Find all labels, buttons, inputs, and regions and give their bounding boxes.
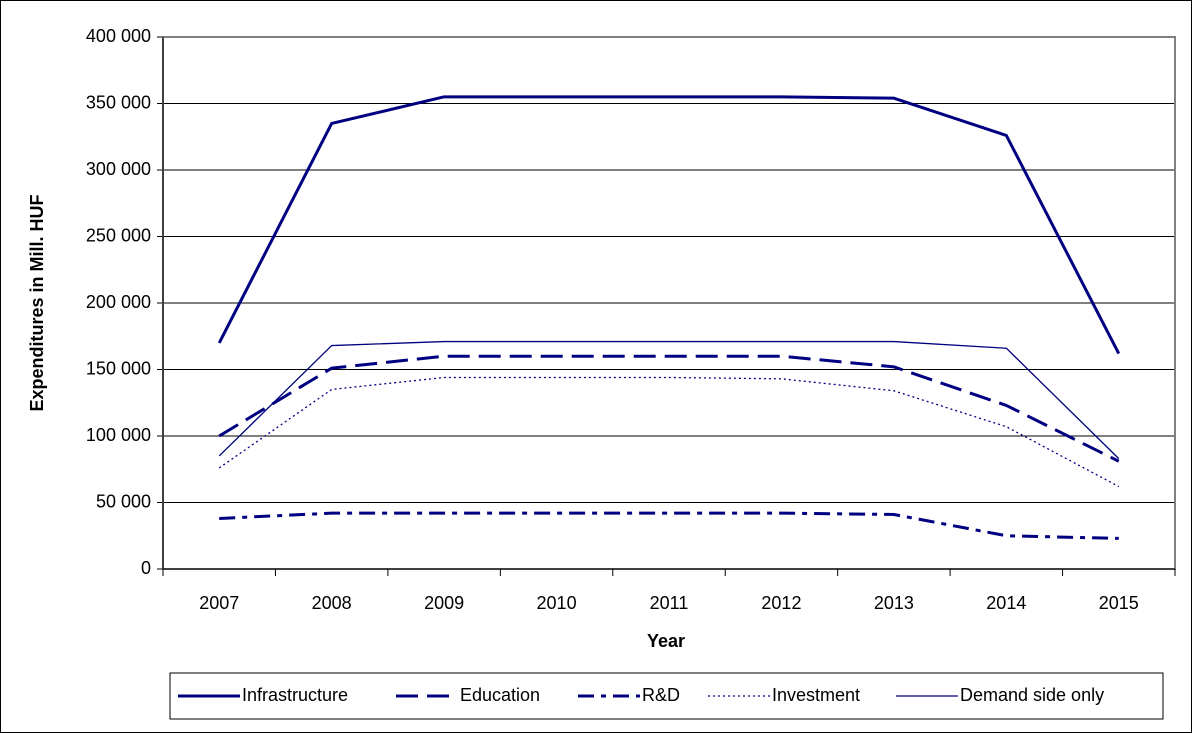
y-tick-label: 400 000 bbox=[86, 26, 151, 46]
legend-label: Education bbox=[460, 685, 540, 705]
legend-box bbox=[169, 672, 1164, 720]
x-tick-label: 2015 bbox=[1099, 593, 1139, 613]
y-axis-title: Expenditures in Mill. HUF bbox=[27, 194, 47, 411]
x-tick-label: 2011 bbox=[650, 593, 689, 613]
x-axis-title: Year bbox=[647, 631, 685, 651]
x-tick-label: 2012 bbox=[761, 593, 801, 613]
y-tick-label: 350 000 bbox=[86, 92, 151, 112]
legend-label: Demand side only bbox=[960, 685, 1104, 705]
legend-label: R&D bbox=[642, 685, 680, 705]
y-tick-label: 100 000 bbox=[86, 425, 151, 445]
series-line bbox=[218, 354, 1120, 463]
y-tick-label: 50 000 bbox=[96, 491, 151, 511]
y-tick-label: 300 000 bbox=[86, 159, 151, 179]
x-tick-label: 2008 bbox=[312, 593, 352, 613]
series-line bbox=[217, 95, 1121, 355]
x-tick-label: 2010 bbox=[537, 593, 577, 613]
x-tick-label: 2007 bbox=[199, 593, 239, 613]
x-tick-label: 2014 bbox=[986, 593, 1026, 613]
legend-label: Infrastructure bbox=[242, 685, 348, 705]
series-line bbox=[218, 340, 1120, 460]
series-line bbox=[218, 376, 1120, 488]
y-tick-label: 0 bbox=[141, 558, 151, 578]
series-line bbox=[219, 511, 1119, 540]
legend-label: Investment bbox=[772, 685, 860, 705]
y-tick-label: 200 000 bbox=[86, 292, 151, 312]
y-tick-label: 250 000 bbox=[86, 225, 151, 245]
x-tick-label: 2009 bbox=[424, 593, 464, 613]
y-tick-label: 150 000 bbox=[86, 358, 151, 378]
x-tick-label: 2013 bbox=[874, 593, 914, 613]
